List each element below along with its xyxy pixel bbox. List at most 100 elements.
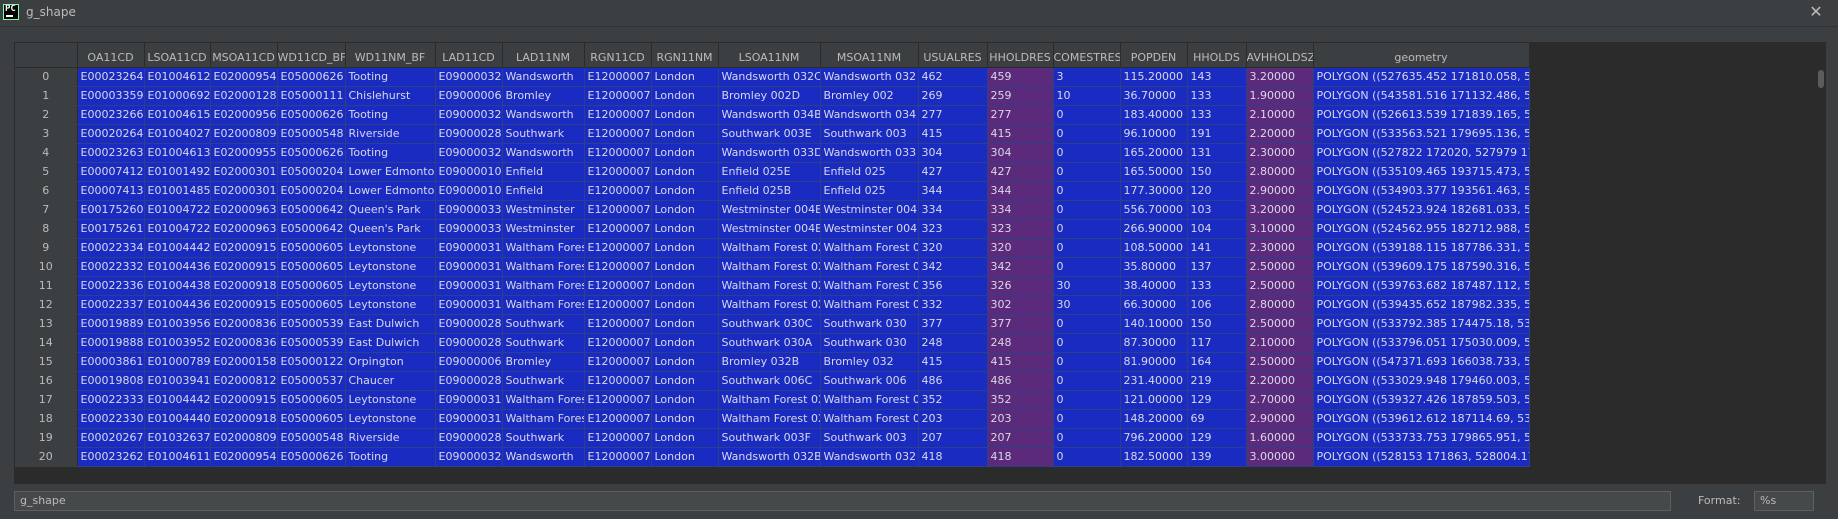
table-cell[interactable]: 3.10000 (1246, 219, 1314, 239)
table-cell[interactable]: E05000626 (277, 143, 346, 163)
table-cell[interactable]: 96.10000 (1120, 124, 1188, 144)
table-cell[interactable]: 302 (987, 295, 1054, 315)
table-cell[interactable]: 415 (987, 124, 1054, 144)
table-cell[interactable]: E05000204 (277, 162, 346, 182)
table-cell[interactable]: 0 (1053, 143, 1121, 163)
table-cell[interactable]: Leytonstone (345, 295, 436, 315)
table-cell[interactable]: London (651, 67, 719, 87)
table-cell[interactable]: E09000033 (435, 219, 503, 239)
table-cell[interactable]: Leytonstone (345, 238, 436, 258)
table-cell[interactable]: POLYGON ((539327.426 187859.503, 539233.… (1313, 390, 1530, 410)
table-cell[interactable]: POLYGON ((524562.955 182712.988, 524523.… (1313, 219, 1530, 239)
table-cell[interactable]: E00023262 (77, 447, 145, 467)
vertical-scrollbar[interactable] (1817, 68, 1825, 483)
table-cell[interactable]: E02000954 (210, 67, 278, 87)
table-cell[interactable]: 2.80000 (1246, 295, 1314, 315)
table-cell[interactable]: E12000007 (584, 105, 652, 125)
table-cell[interactable]: E00023263 (77, 143, 145, 163)
table-cell[interactable]: Waltham Forest (502, 295, 585, 315)
table-cell[interactable]: Tooting (345, 67, 436, 87)
table-cell[interactable]: POLYGON ((539188.115 187786.331, 539106.… (1313, 238, 1530, 258)
table-cell[interactable]: 148.20000 (1120, 409, 1188, 429)
table-row[interactable]: 0 E00023264 E01004612 E02000954 E05000626 Too… (15, 67, 1530, 87)
table-cell[interactable]: Southwark (502, 333, 585, 353)
table-cell[interactable]: Lower Edmonton (345, 162, 436, 182)
table-row[interactable]: 15 E00003861 E01000789 E02000158 E05000122 Or… (15, 352, 1530, 372)
column-header[interactable]: OA11CD (77, 43, 145, 68)
table-cell[interactable]: 0 (1053, 447, 1121, 467)
table-cell[interactable]: London (651, 143, 719, 163)
table-cell[interactable]: E09000031 (435, 276, 503, 296)
table-cell[interactable]: 2.20000 (1246, 371, 1314, 391)
table-cell[interactable]: Bromley (502, 86, 585, 106)
column-header[interactable]: HHOLDRES (987, 43, 1054, 68)
table-cell[interactable]: E02000918 (210, 276, 278, 296)
table-cell[interactable]: E00022334 (77, 238, 145, 258)
table-cell[interactable]: London (651, 86, 719, 106)
table-cell[interactable]: E02000963 (210, 219, 278, 239)
table-cell[interactable]: E00020267 (77, 428, 145, 448)
table-cell[interactable]: Leytonstone (345, 409, 436, 429)
table-cell[interactable]: Southwark 030 (820, 314, 919, 334)
table-cell[interactable]: E09000031 (435, 238, 503, 258)
table-cell[interactable]: E02000812 (210, 371, 278, 391)
table-cell[interactable]: 459 (987, 67, 1054, 87)
table-cell[interactable]: E01004611 (144, 447, 211, 467)
table-cell[interactable]: Tooting (345, 447, 436, 467)
table-cell[interactable]: 415 (918, 352, 988, 372)
table-cell[interactable]: E09000033 (435, 200, 503, 220)
table-cell[interactable]: E00019808 (77, 371, 145, 391)
table-cell[interactable]: 207 (987, 428, 1054, 448)
table-cell[interactable]: E05000537 (277, 371, 346, 391)
table-cell[interactable]: 3 (1053, 67, 1121, 87)
table-cell[interactable]: E09000032 (435, 143, 503, 163)
table-cell[interactable]: E01004440 (144, 409, 211, 429)
table-cell[interactable]: E09000032 (435, 447, 503, 467)
table-cell[interactable]: E05000548 (277, 124, 346, 144)
table-cell[interactable]: 69 (1187, 409, 1247, 429)
table-cell[interactable]: Westminster (502, 219, 585, 239)
table-cell[interactable]: Waltham Forest 021E (718, 238, 821, 258)
table-cell[interactable]: E02000955 (210, 143, 278, 163)
table-cell[interactable]: 334 (918, 200, 988, 220)
table-cell[interactable]: E12000007 (584, 314, 652, 334)
table-cell[interactable]: Leytonstone (345, 276, 436, 296)
table-cell[interactable]: POLYGON ((527822 172020, 527979 171903.0… (1313, 143, 1530, 163)
table-cell[interactable]: 0 (1053, 428, 1121, 448)
table-cell[interactable]: E01004436 (144, 257, 211, 277)
table-cell[interactable]: Leytonstone (345, 257, 436, 277)
table-cell[interactable]: 320 (918, 238, 988, 258)
table-cell[interactable]: Wandsworth (502, 447, 585, 467)
table-cell[interactable]: 133 (1187, 86, 1247, 106)
table-cell[interactable]: 415 (918, 124, 988, 144)
table-cell[interactable]: E00023264 (77, 67, 145, 87)
table-cell[interactable]: E02000301 (210, 162, 278, 182)
table-cell[interactable]: POLYGON ((539609.175 187590.316, 539482.… (1313, 257, 1530, 277)
table-cell[interactable]: 3.00000 (1246, 447, 1314, 467)
table-cell[interactable]: E12000007 (584, 371, 652, 391)
table-cell[interactable]: London (651, 276, 719, 296)
table-cell[interactable]: 164 (1187, 352, 1247, 372)
table-cell[interactable]: 334 (987, 200, 1054, 220)
table-cell[interactable]: East Dulwich (345, 314, 436, 334)
table-cell[interactable]: E01004612 (144, 67, 211, 87)
column-header[interactable]: LSOA11NM (718, 43, 821, 68)
table-cell[interactable]: Waltham Forest 021 (820, 390, 919, 410)
table-cell[interactable]: Southwark 003F (718, 428, 821, 448)
table-cell[interactable]: 0 (1053, 314, 1121, 334)
table-cell[interactable]: 2.50000 (1246, 352, 1314, 372)
table-cell[interactable]: 141 (1187, 238, 1247, 258)
table-cell[interactable]: Southwark (502, 428, 585, 448)
table-cell[interactable]: 2.30000 (1246, 143, 1314, 163)
table-cell[interactable]: Bromley 002D (718, 86, 821, 106)
table-cell[interactable]: E00022336 (77, 276, 145, 296)
table-cell[interactable]: 129 (1187, 390, 1247, 410)
table-cell[interactable]: E01032637 (144, 428, 211, 448)
table-cell[interactable]: 352 (918, 390, 988, 410)
table-cell[interactable]: E01004027 (144, 124, 211, 144)
table-cell[interactable]: London (651, 181, 719, 201)
table-cell[interactable]: E02000915 (210, 295, 278, 315)
table-cell[interactable]: E00022332 (77, 257, 145, 277)
table-cell[interactable]: POLYGON ((524523.924 182681.033, 524562.… (1313, 200, 1530, 220)
table-cell[interactable]: Waltham Forest 021E (718, 390, 821, 410)
